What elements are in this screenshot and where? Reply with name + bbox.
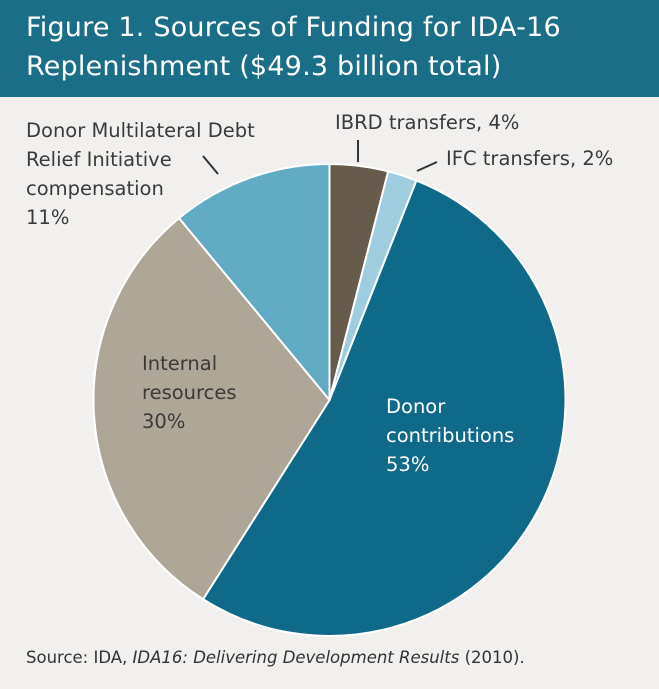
chart-title-line-1: Figure 1. Sources of Funding for IDA-16 [26,12,561,43]
chart-title: Figure 1. Sources of Funding for IDA-16 … [26,8,561,86]
label-donor-contributions: Donor contributions 53% [386,392,514,479]
source-suffix: (2010). [459,648,525,667]
label-internal-percent: 30% [142,410,186,433]
chart-title-line-2: Replenishment ($49.3 billion total) [26,51,502,82]
label-debt-relief-line-3: compensation [26,177,164,200]
leader-line-ifc [416,161,438,172]
source-title: IDA16: Delivering Development Results [132,648,460,667]
label-debt-relief: Donor Multilateral Debt Relief Initiativ… [26,116,255,232]
leader-lines [202,140,438,175]
leader-line-debt-relief [202,155,219,175]
label-debt-relief-line-2: Relief Initiative [26,148,172,171]
source-note: Source: IDA, IDA16: Delivering Developme… [26,648,525,667]
source-prefix: Source: IDA, [26,648,133,667]
label-donor-line-2: contributions [386,424,515,447]
label-internal-resources: Internal resources 30% [142,349,237,436]
label-internal-line-1: Internal [142,352,218,375]
pie-slice-donor-multilateral-debt-relief-initiative-compensation [178,163,331,401]
label-ifc-transfers: IFC transfers, 2% [446,147,614,170]
pie-slice-internal-resources [92,217,331,601]
chart-header: Figure 1. Sources of Funding for IDA-16 … [0,0,659,97]
label-debt-relief-line-1: Donor Multilateral Debt [26,119,255,142]
label-internal-line-2: resources [142,381,237,404]
label-ibrd-transfers: IBRD transfers, 4% [335,111,520,134]
pie-slice-donor-contributions [202,179,567,637]
pie-slices [92,163,567,637]
label-debt-relief-percent: 11% [26,206,70,229]
label-donor-percent: 53% [386,453,430,476]
label-donor-line-1: Donor [386,395,446,418]
